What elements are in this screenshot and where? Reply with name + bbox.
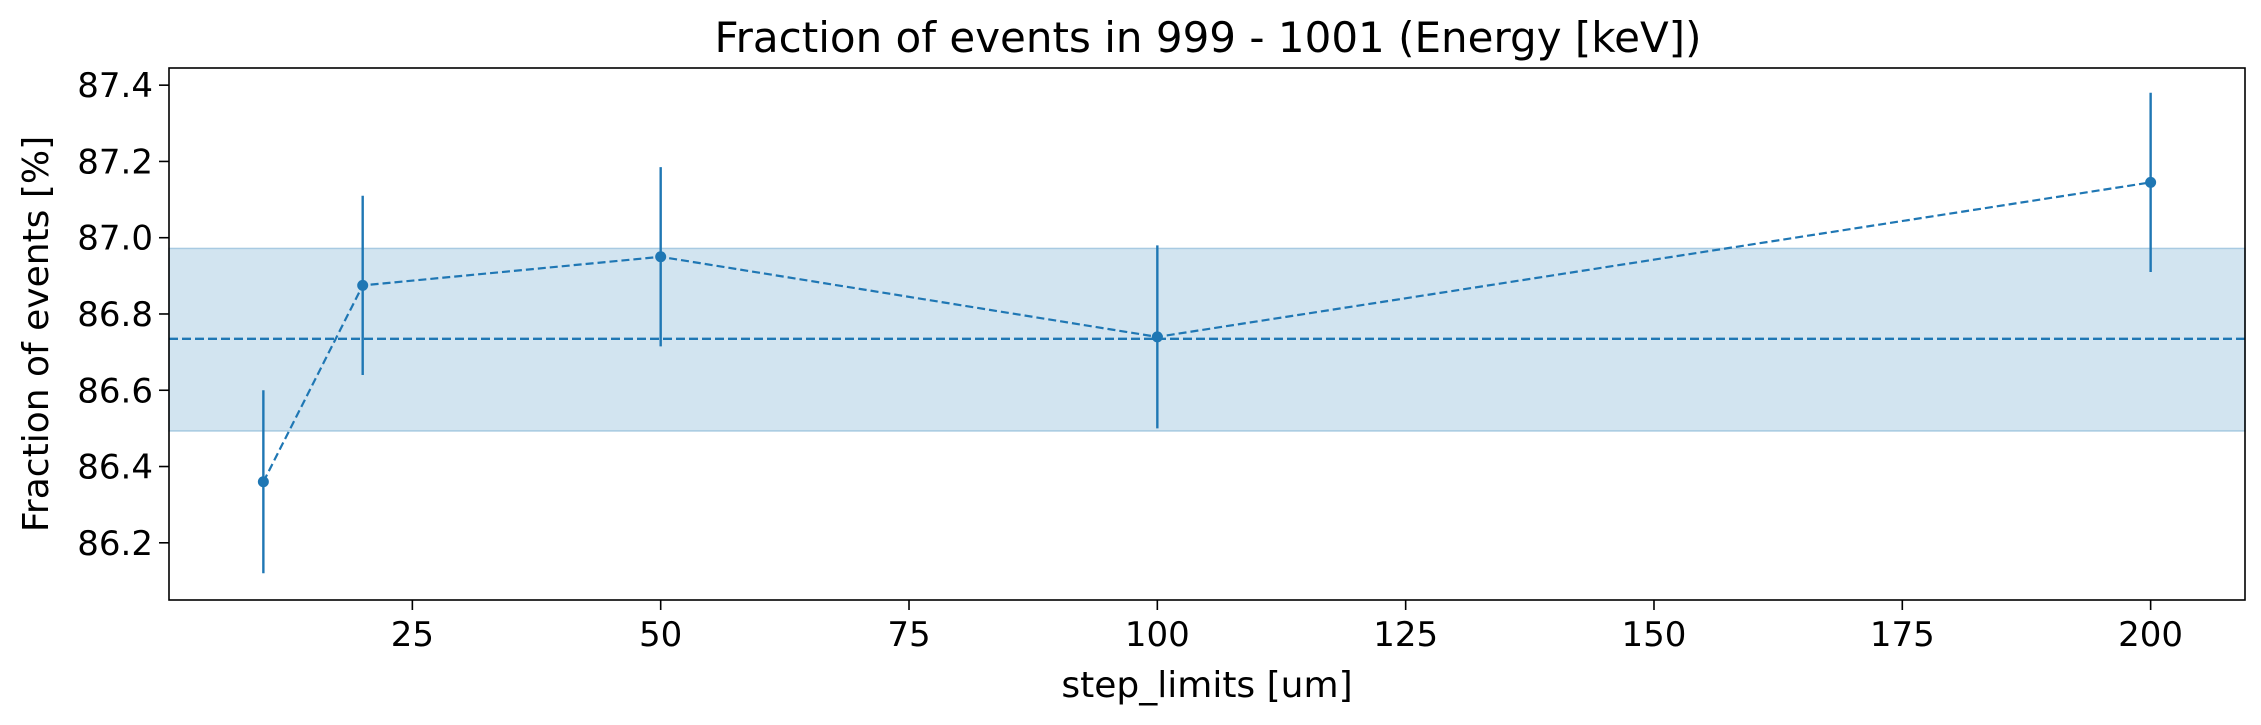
y-tick-label: 86.8 bbox=[77, 295, 153, 335]
x-tick-label: 150 bbox=[1622, 615, 1687, 655]
y-tick-label: 87.2 bbox=[77, 142, 153, 182]
y-tick-label: 86.6 bbox=[77, 371, 153, 411]
plot-frame bbox=[168, 67, 2246, 601]
x-tick-label: 75 bbox=[887, 615, 930, 655]
uncertainty-band bbox=[168, 247, 2246, 432]
data-point bbox=[1151, 331, 1163, 343]
data-point bbox=[655, 251, 667, 263]
y-tick-label: 87.0 bbox=[77, 219, 153, 259]
x-axis-title: step_limits [um] bbox=[1061, 665, 1352, 706]
data-point bbox=[2145, 176, 2157, 188]
x-tick-label: 100 bbox=[1125, 615, 1190, 655]
y-tick-label: 86.4 bbox=[77, 448, 153, 488]
chart-title: Fraction of events in 999 - 1001 (Energy… bbox=[715, 13, 1702, 62]
x-tick-label: 175 bbox=[1870, 615, 1935, 655]
x-tick-label: 50 bbox=[639, 615, 682, 655]
data-point bbox=[357, 279, 369, 291]
y-tick-label: 86.2 bbox=[77, 524, 153, 564]
x-tick-label: 200 bbox=[2118, 615, 2183, 655]
x-tick-label: 125 bbox=[1373, 615, 1438, 655]
x-tick-label: 25 bbox=[391, 615, 434, 655]
y-axis-title: Fraction of events [%] bbox=[16, 136, 57, 532]
data-point bbox=[257, 476, 269, 488]
y-tick-label: 87.4 bbox=[77, 66, 153, 106]
